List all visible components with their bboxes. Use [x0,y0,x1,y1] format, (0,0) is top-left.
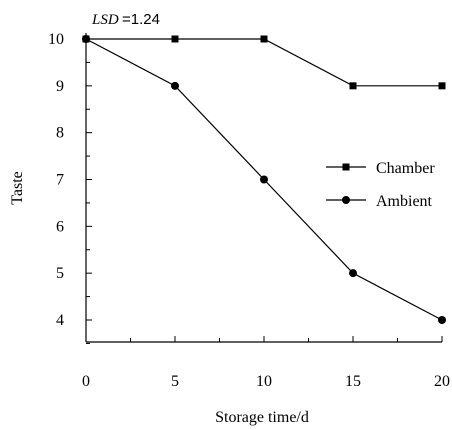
x-tick-label: 10 [256,373,272,390]
y-ticks: 4 5 6 7 8 9 10 [48,31,92,344]
data-point-chamber [260,35,268,43]
x-axis-label: Storage time/d [215,409,309,426]
y-axis-label: Taste [9,171,26,205]
data-point-ambient [260,175,268,184]
lsd-annotation: LSD =1.24 [91,11,160,28]
x-tick-label: 15 [345,373,361,390]
legend-marker-ambient [342,196,350,204]
y-tick-label: 6 [56,218,64,235]
legend: Chamber Ambient [326,160,435,210]
data-point-ambient [349,269,357,278]
y-tick-label: 9 [56,78,64,95]
series-line-chamber [86,38,442,87]
y-tick-label: 5 [56,265,64,282]
legend-label-chamber: Chamber [376,160,435,177]
data-point-ambient [82,35,90,43]
data-point-chamber [171,35,179,43]
y-tick-label: 7 [56,172,64,189]
lsd-label: LSD [91,12,119,28]
data-point-ambient [438,316,446,324]
series-layer [82,35,446,324]
legend-label-ambient: Ambient [376,193,433,210]
data-point-chamber [438,82,446,90]
data-point-ambient [171,81,179,90]
x-tick-label: 5 [171,373,179,390]
x-tick-label: 0 [82,373,90,390]
lsd-value: =1.24 [122,11,160,28]
y-tick-label: 10 [48,31,64,48]
y-tick-label: 4 [56,312,64,329]
x-ticks: 0 5 10 15 20 [82,336,450,390]
y-tick-label: 8 [56,125,64,142]
legend-marker-chamber [342,163,350,171]
data-point-chamber [349,82,357,90]
axes [85,33,442,343]
x-tick-label: 20 [434,373,450,390]
